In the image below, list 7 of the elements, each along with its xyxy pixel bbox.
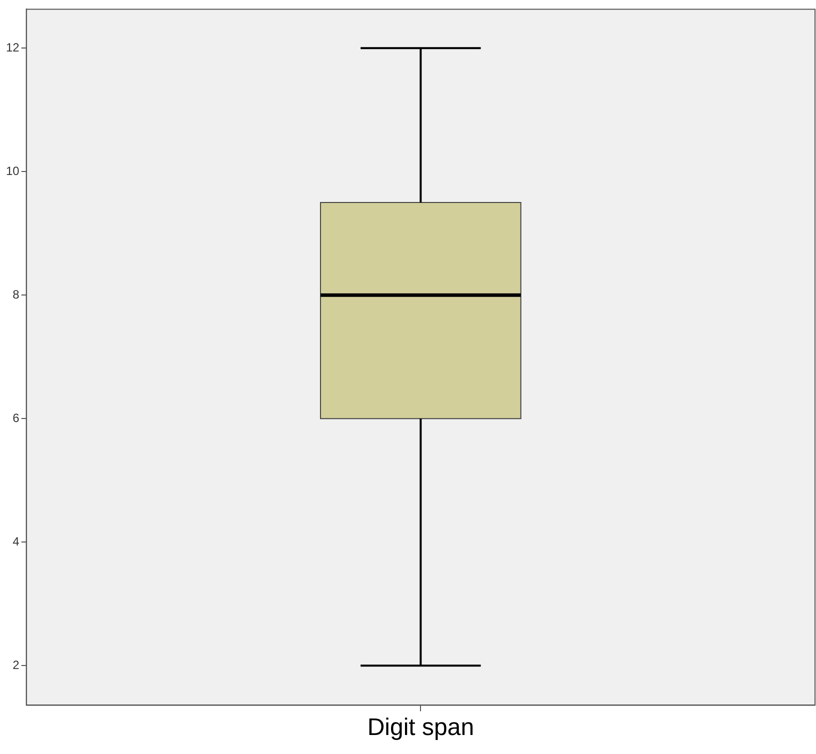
y-tick-label: 8 [12,287,20,302]
y-tick-label: 4 [12,534,20,548]
x-tick-label: Digit span [367,714,474,742]
y-tick-label: 10 [6,164,20,178]
y-tick-label: 6 [12,410,20,425]
y-tick-label: 12 [6,40,20,54]
y-tick-label: 2 [12,658,20,672]
